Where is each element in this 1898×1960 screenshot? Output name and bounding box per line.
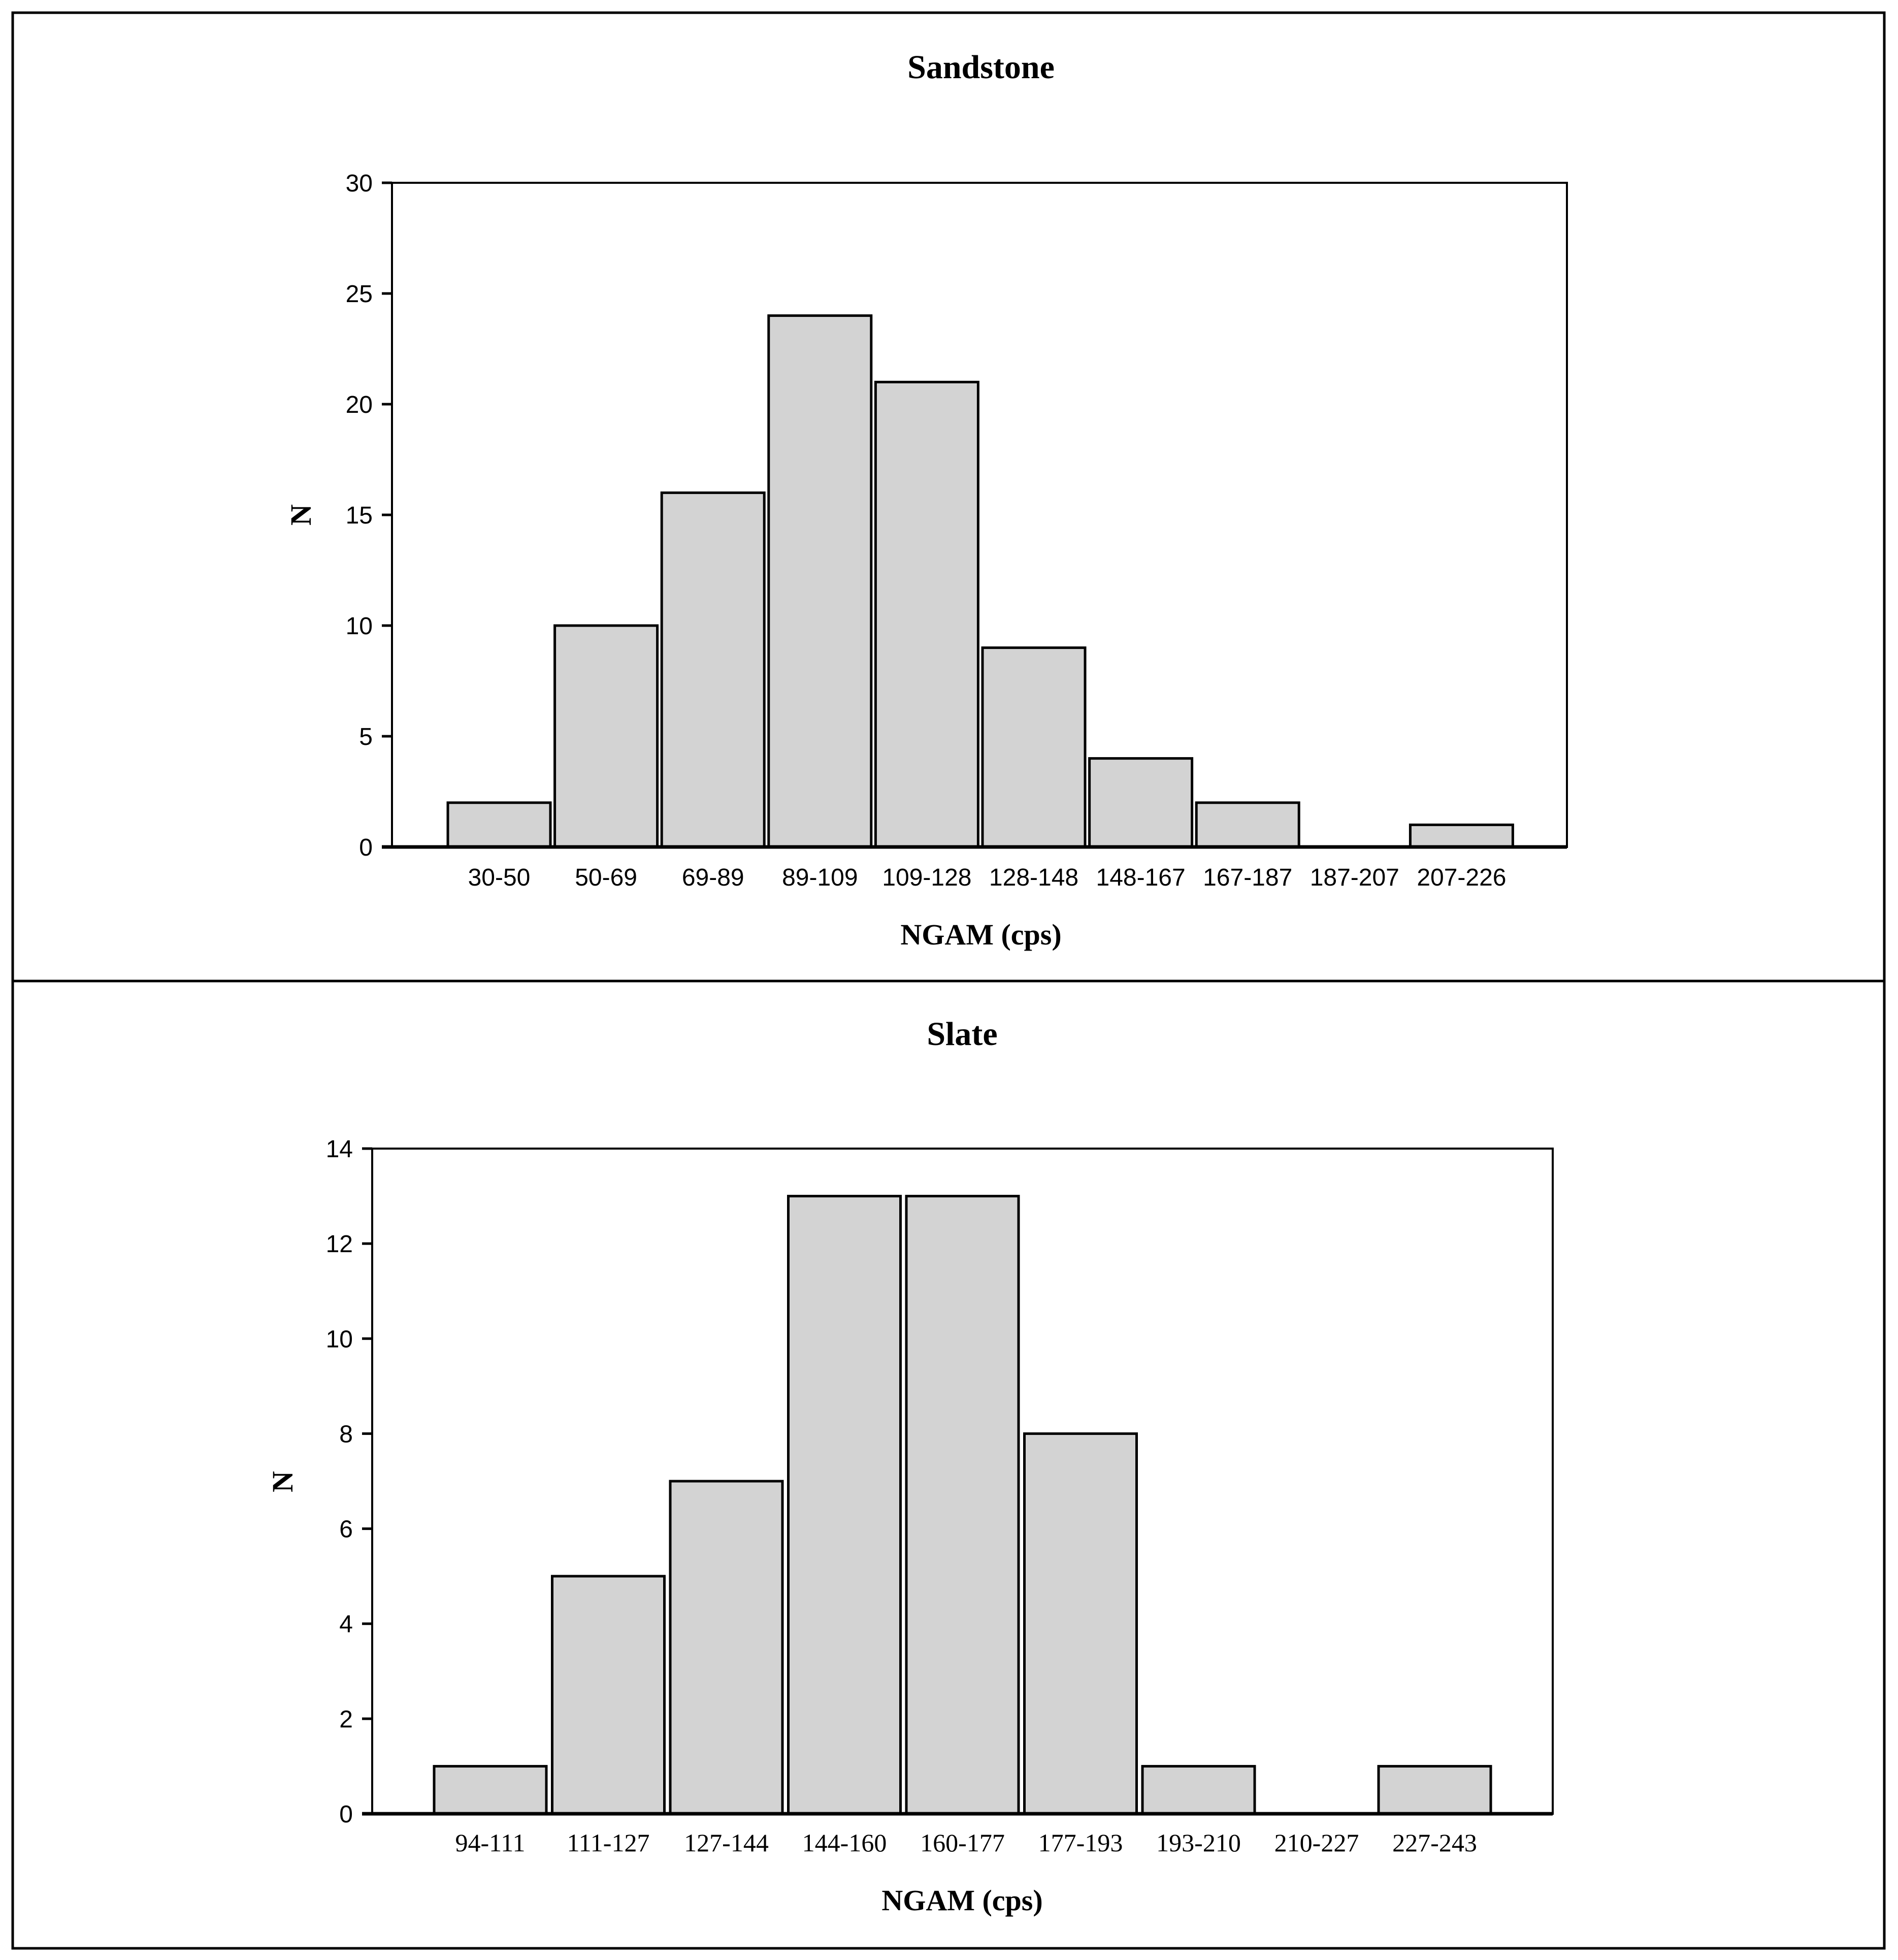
bar-207-226 (1409, 823, 1514, 848)
x-tick-label: 50-69 (575, 864, 637, 891)
bar-193-210 (1141, 1765, 1256, 1815)
bar-227-243 (1377, 1765, 1492, 1815)
y-tick-label: 12 (326, 1231, 353, 1258)
x-tick-label: 210-227 (1274, 1828, 1359, 1857)
x-tick-label: 94-111 (455, 1828, 526, 1857)
bar-148-167 (1088, 757, 1194, 848)
x-tick-label: 207-226 (1417, 864, 1506, 891)
y-tick-label: 2 (339, 1706, 353, 1733)
bar-series (446, 314, 1514, 848)
bar-30-50 (446, 801, 552, 848)
x-tick-label: 177-193 (1038, 1828, 1123, 1857)
y-tick-label: 4 (339, 1611, 353, 1638)
sandstone-panel: Sandstone 0 5 10 15 20 25 30 30-50 50-69 69-89 89… (284, 49, 1568, 951)
bar-144-160 (787, 1195, 902, 1815)
bar-series (433, 1195, 1492, 1815)
y-tick-label: 5 (359, 724, 373, 750)
x-axis-ticks: 94-111 111-127 127-144 144-160 160-177 177-19… (455, 1828, 1477, 1857)
x-tick-label: 69-89 (682, 864, 744, 891)
x-axis-ticks: 30-50 50-69 69-89 89-109 109-128 128-148 148-1… (468, 864, 1507, 891)
x-tick-label: 128-148 (989, 864, 1078, 891)
y-tick-label: 30 (346, 170, 373, 197)
y-tick-label: 0 (359, 834, 373, 861)
chart-title: Slate (927, 1016, 997, 1053)
x-tick-label: 30-50 (468, 864, 531, 891)
x-tick-label: 148-167 (1096, 864, 1186, 891)
x-tick-label: 187-207 (1310, 864, 1399, 891)
y-tick-label: 8 (339, 1421, 353, 1448)
y-axis-title: N (266, 1471, 299, 1492)
bar-94-111 (433, 1765, 548, 1815)
y-axis-ticks: 0 5 10 15 20 25 30 (346, 170, 392, 861)
chart-title: Sandstone (907, 49, 1055, 86)
bar-109-128 (874, 380, 979, 848)
y-axis-ticks: 0 2 4 6 8 10 12 14 (326, 1136, 372, 1828)
y-tick-label: 0 (339, 1801, 353, 1828)
slate-panel: Slate 0 2 4 6 8 10 12 14 94-111 111-127 127-144 14… (266, 1016, 1554, 1917)
x-tick-label: 109-128 (882, 864, 971, 891)
x-tick-label: 111-127 (567, 1828, 650, 1857)
y-tick-label: 10 (346, 613, 373, 640)
y-axis-title: N (284, 504, 317, 526)
bar-160-177 (905, 1195, 1020, 1815)
bar-89-109 (767, 314, 873, 848)
bar-167-187 (1195, 801, 1300, 848)
x-tick-label: 127-144 (684, 1828, 769, 1857)
x-tick-label: 144-160 (802, 1828, 887, 1857)
y-tick-label: 20 (346, 391, 373, 418)
bar-111-127 (551, 1575, 666, 1815)
x-tick-label: 89-109 (782, 864, 858, 891)
x-axis-title: NGAM (cps) (900, 918, 1061, 951)
x-tick-label: 193-210 (1156, 1828, 1241, 1857)
y-tick-label: 15 (346, 502, 373, 529)
y-tick-label: 25 (346, 281, 373, 308)
y-tick-label: 14 (326, 1136, 353, 1163)
y-tick-label: 6 (339, 1516, 353, 1543)
x-tick-label: 227-243 (1392, 1828, 1477, 1857)
bar-127-144 (669, 1480, 784, 1815)
x-axis-title: NGAM (cps) (881, 1884, 1042, 1917)
bar-69-89 (660, 491, 766, 848)
bar-177-193 (1023, 1432, 1138, 1815)
bar-128-148 (981, 646, 1087, 848)
bar-50-69 (553, 624, 659, 848)
x-tick-label: 160-177 (920, 1828, 1005, 1857)
x-tick-label: 167-187 (1203, 864, 1292, 891)
y-tick-label: 10 (326, 1326, 353, 1353)
